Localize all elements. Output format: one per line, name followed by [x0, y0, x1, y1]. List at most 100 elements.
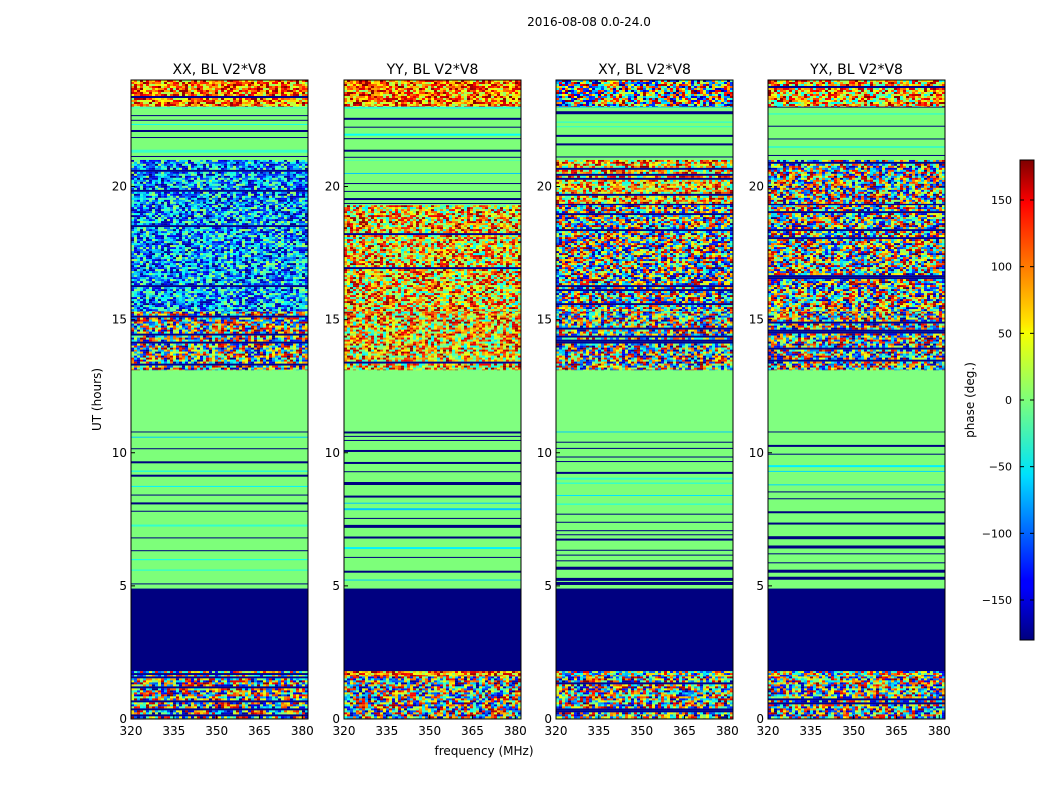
heatmap-cell: [257, 324, 260, 326]
heatmap-cell: [224, 257, 227, 259]
heatmap-cell: [257, 348, 260, 350]
heatmap-cell: [215, 253, 218, 255]
heatmap-cell: [161, 324, 164, 326]
heatmap-cell: [281, 251, 284, 253]
heatmap-cell: [218, 243, 221, 245]
heatmap-cell: [158, 358, 161, 360]
heatmap-cell: [242, 675, 245, 676]
heatmap-cell: [239, 324, 242, 326]
heatmap-cell: [293, 362, 296, 364]
heatmap-cell: [215, 686, 218, 688]
heatmap-cell: [146, 364, 149, 366]
heatmap-cell: [245, 213, 248, 215]
heatmap-cell: [260, 334, 263, 336]
heatmap-cell: [146, 692, 149, 694]
heatmap-cell: [233, 253, 236, 255]
heatmap-cell: [179, 716, 182, 718]
heatmap-cell: [239, 354, 242, 356]
heatmap-cell: [161, 673, 164, 675]
heatmap-cell: [149, 223, 152, 225]
heatmap-cell: [272, 340, 275, 342]
heatmap-cell: [197, 673, 200, 675]
heatmap-cell: [299, 231, 302, 233]
heatmap-cell: [188, 346, 191, 348]
heatmap-cell: [299, 225, 302, 227]
heatmap-cell: [164, 716, 167, 718]
heatmap-cell: [200, 358, 203, 360]
heatmap-cell: [236, 350, 239, 352]
heatmap-cell: [257, 225, 260, 227]
heatmap-cell: [212, 316, 215, 318]
heatmap-cell: [155, 682, 158, 684]
heatmap-cell: [224, 334, 227, 336]
heatmap-cell: [233, 690, 236, 692]
heatmap-cell: [293, 710, 296, 712]
heatmap-cell: [134, 239, 137, 241]
heatmap-cell: [251, 221, 254, 223]
heatmap-cell: [284, 328, 287, 330]
heatmap-cell: [200, 255, 203, 257]
heatmap-cell: [272, 714, 275, 716]
heatmap-cell: [290, 675, 293, 676]
heatmap-cell: [215, 356, 218, 358]
heatmap-cell: [296, 696, 299, 698]
heatmap-cell: [155, 217, 158, 219]
heatmap-cell: [173, 338, 176, 340]
heatmap-cell: [152, 211, 155, 213]
heatmap-cell: [149, 330, 152, 332]
heatmap-cell: [254, 322, 257, 324]
heatmap-cell: [233, 354, 236, 356]
heatmap-cell: [167, 686, 170, 688]
heatmap-cell: [158, 261, 161, 263]
heatmap-cell: [275, 223, 278, 225]
heatmap-cell: [212, 356, 215, 358]
heatmap-cell: [212, 360, 215, 362]
heatmap-cell: [275, 702, 278, 704]
heatmap-cell: [212, 336, 215, 338]
heatmap-cell: [143, 213, 146, 215]
heatmap-cell: [176, 702, 179, 704]
heatmap-cell: [209, 243, 212, 245]
heatmap-cell: [200, 330, 203, 332]
heatmap-cell: [158, 676, 161, 678]
heatmap-cell: [239, 239, 242, 241]
heatmap-cell: [278, 342, 281, 344]
heatmap-cell: [146, 708, 149, 710]
heatmap-cell: [239, 352, 242, 354]
heatmap-cell: [173, 706, 176, 708]
heatmap-cell: [296, 231, 299, 233]
heatmap-cell: [263, 237, 266, 239]
heatmap-cell: [200, 340, 203, 342]
heatmap-cell: [278, 243, 281, 245]
heatmap-cell: [170, 360, 173, 362]
heatmap-cell: [194, 328, 197, 330]
heatmap-cell: [206, 209, 209, 211]
heatmap-cell: [227, 225, 230, 227]
heatmap-cell: [296, 332, 299, 334]
heatmap-cell: [143, 346, 146, 348]
heatmap-cell: [269, 215, 272, 217]
heatmap-cell: [188, 706, 191, 708]
heatmap-cell: [260, 217, 263, 219]
heatmap-cell: [161, 326, 164, 328]
heatmap-cell: [146, 229, 149, 231]
heatmap-cell: [137, 336, 140, 338]
heatmap-cell: [263, 716, 266, 718]
heatmap-cell: [182, 700, 185, 702]
heatmap-cell: [203, 324, 206, 326]
heatmap-cell: [230, 330, 233, 332]
heatmap-cell: [191, 328, 194, 330]
heatmap-cell: [134, 316, 137, 318]
heatmap-cell: [293, 368, 296, 370]
heatmap-cell: [218, 358, 221, 360]
heatmap-cell: [287, 316, 290, 318]
heatmap-cell: [179, 710, 182, 712]
heatmap-cell: [290, 257, 293, 259]
heatmap-cell: [290, 712, 293, 714]
heatmap-cell: [149, 211, 152, 213]
heatmap-cell: [179, 698, 182, 700]
heatmap-cell: [182, 334, 185, 336]
heatmap-cell: [281, 237, 284, 239]
heatmap-cell: [170, 229, 173, 231]
heatmap-cell: [296, 700, 299, 702]
